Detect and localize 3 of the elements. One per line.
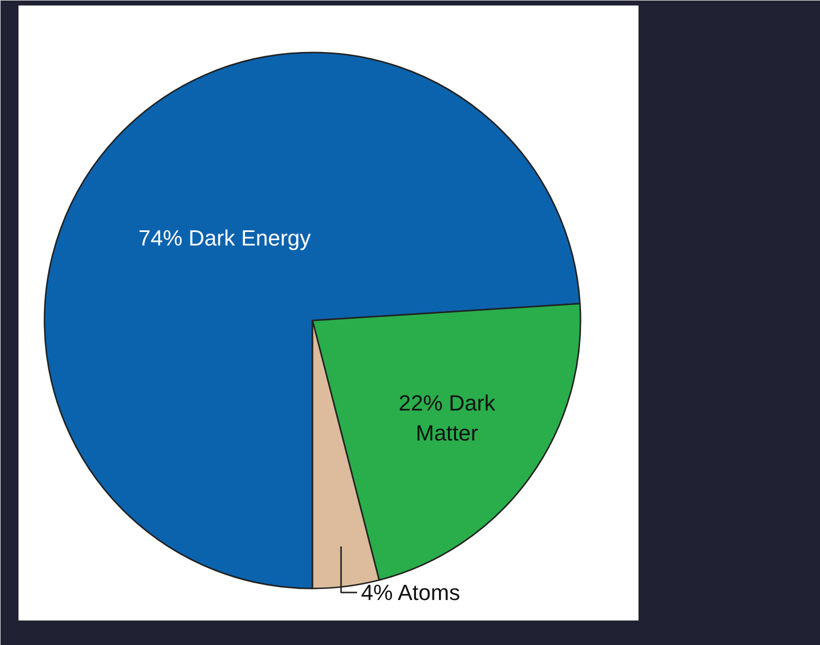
- slice-label: 74% Dark Energy: [138, 225, 311, 250]
- slice-label: 22% Dark Matter: [398, 390, 496, 446]
- slice-label: 4% Atoms: [361, 580, 460, 605]
